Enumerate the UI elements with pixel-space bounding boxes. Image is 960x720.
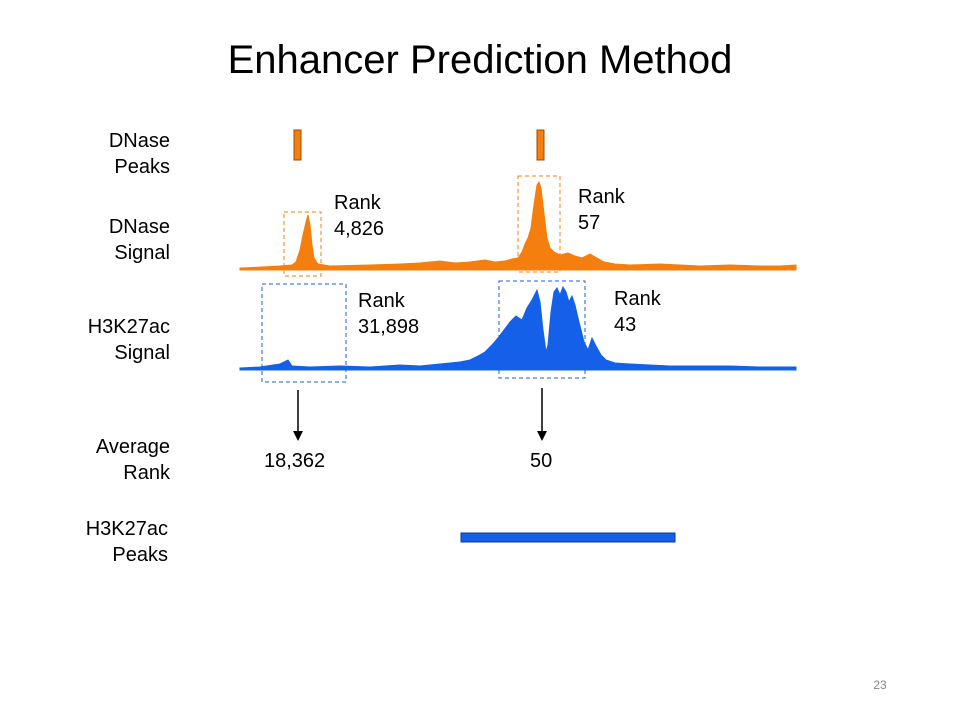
rank-label-line: Rank <box>358 290 405 312</box>
average-rank-left: 18,362 <box>264 450 326 472</box>
h3k27ac-signal-track <box>239 285 797 371</box>
average-rank-right: 50 <box>530 450 553 472</box>
h3k27ac-peak <box>460 532 676 543</box>
rank-label-dnase-left: Rank 4,826 <box>334 190 384 242</box>
row-label-line: Average <box>95 436 170 458</box>
row-label-average-rank: Average Rank <box>10 434 170 486</box>
h3k27ac-right-box <box>498 280 586 379</box>
rank-label-line: Rank <box>334 192 381 214</box>
dnase-left-box <box>283 211 322 277</box>
h3k27ac-left-box <box>261 283 347 383</box>
dnase-right-box <box>517 175 561 273</box>
rank-label-h3k27ac-right: Rank 43 <box>614 286 661 338</box>
dnase-peak-left <box>293 129 302 161</box>
rank-label-line: Rank <box>614 288 661 310</box>
page-number: 23 <box>873 678 887 692</box>
row-label-line: DNase <box>108 130 170 152</box>
rank-label-dnase-right: Rank 57 <box>578 184 625 236</box>
row-label-line: Peaks <box>114 156 170 178</box>
rank-label-h3k27ac-left: Rank 31,898 <box>358 288 419 340</box>
row-label-dnase-signal: DNase Signal <box>10 214 170 266</box>
rank-label-line: 4,826 <box>334 218 385 240</box>
dnase-signal-track <box>239 180 797 271</box>
row-label-line: H3K27ac <box>87 316 170 338</box>
row-label-line: Signal <box>114 342 170 364</box>
rank-label-line: 43 <box>614 314 637 336</box>
row-label-h3k27ac-peaks: H3K27ac Peaks <box>8 516 168 568</box>
row-label-line: Rank <box>123 462 170 484</box>
slide-title: Enhancer Prediction Method <box>227 38 733 82</box>
rank-label-line: 31,898 <box>358 316 420 338</box>
rank-label-line: 57 <box>578 212 601 234</box>
row-label-dnase-peaks: DNase Peaks <box>10 128 170 180</box>
dnase-peak-right <box>536 129 545 161</box>
rank-label-line: Rank <box>578 186 625 208</box>
row-label-line: H3K27ac <box>85 518 168 540</box>
row-label-line: Peaks <box>112 544 168 566</box>
row-label-h3k27ac-signal: H3K27ac Signal <box>10 314 170 366</box>
row-label-line: DNase <box>108 216 170 238</box>
row-label-line: Signal <box>114 242 170 264</box>
